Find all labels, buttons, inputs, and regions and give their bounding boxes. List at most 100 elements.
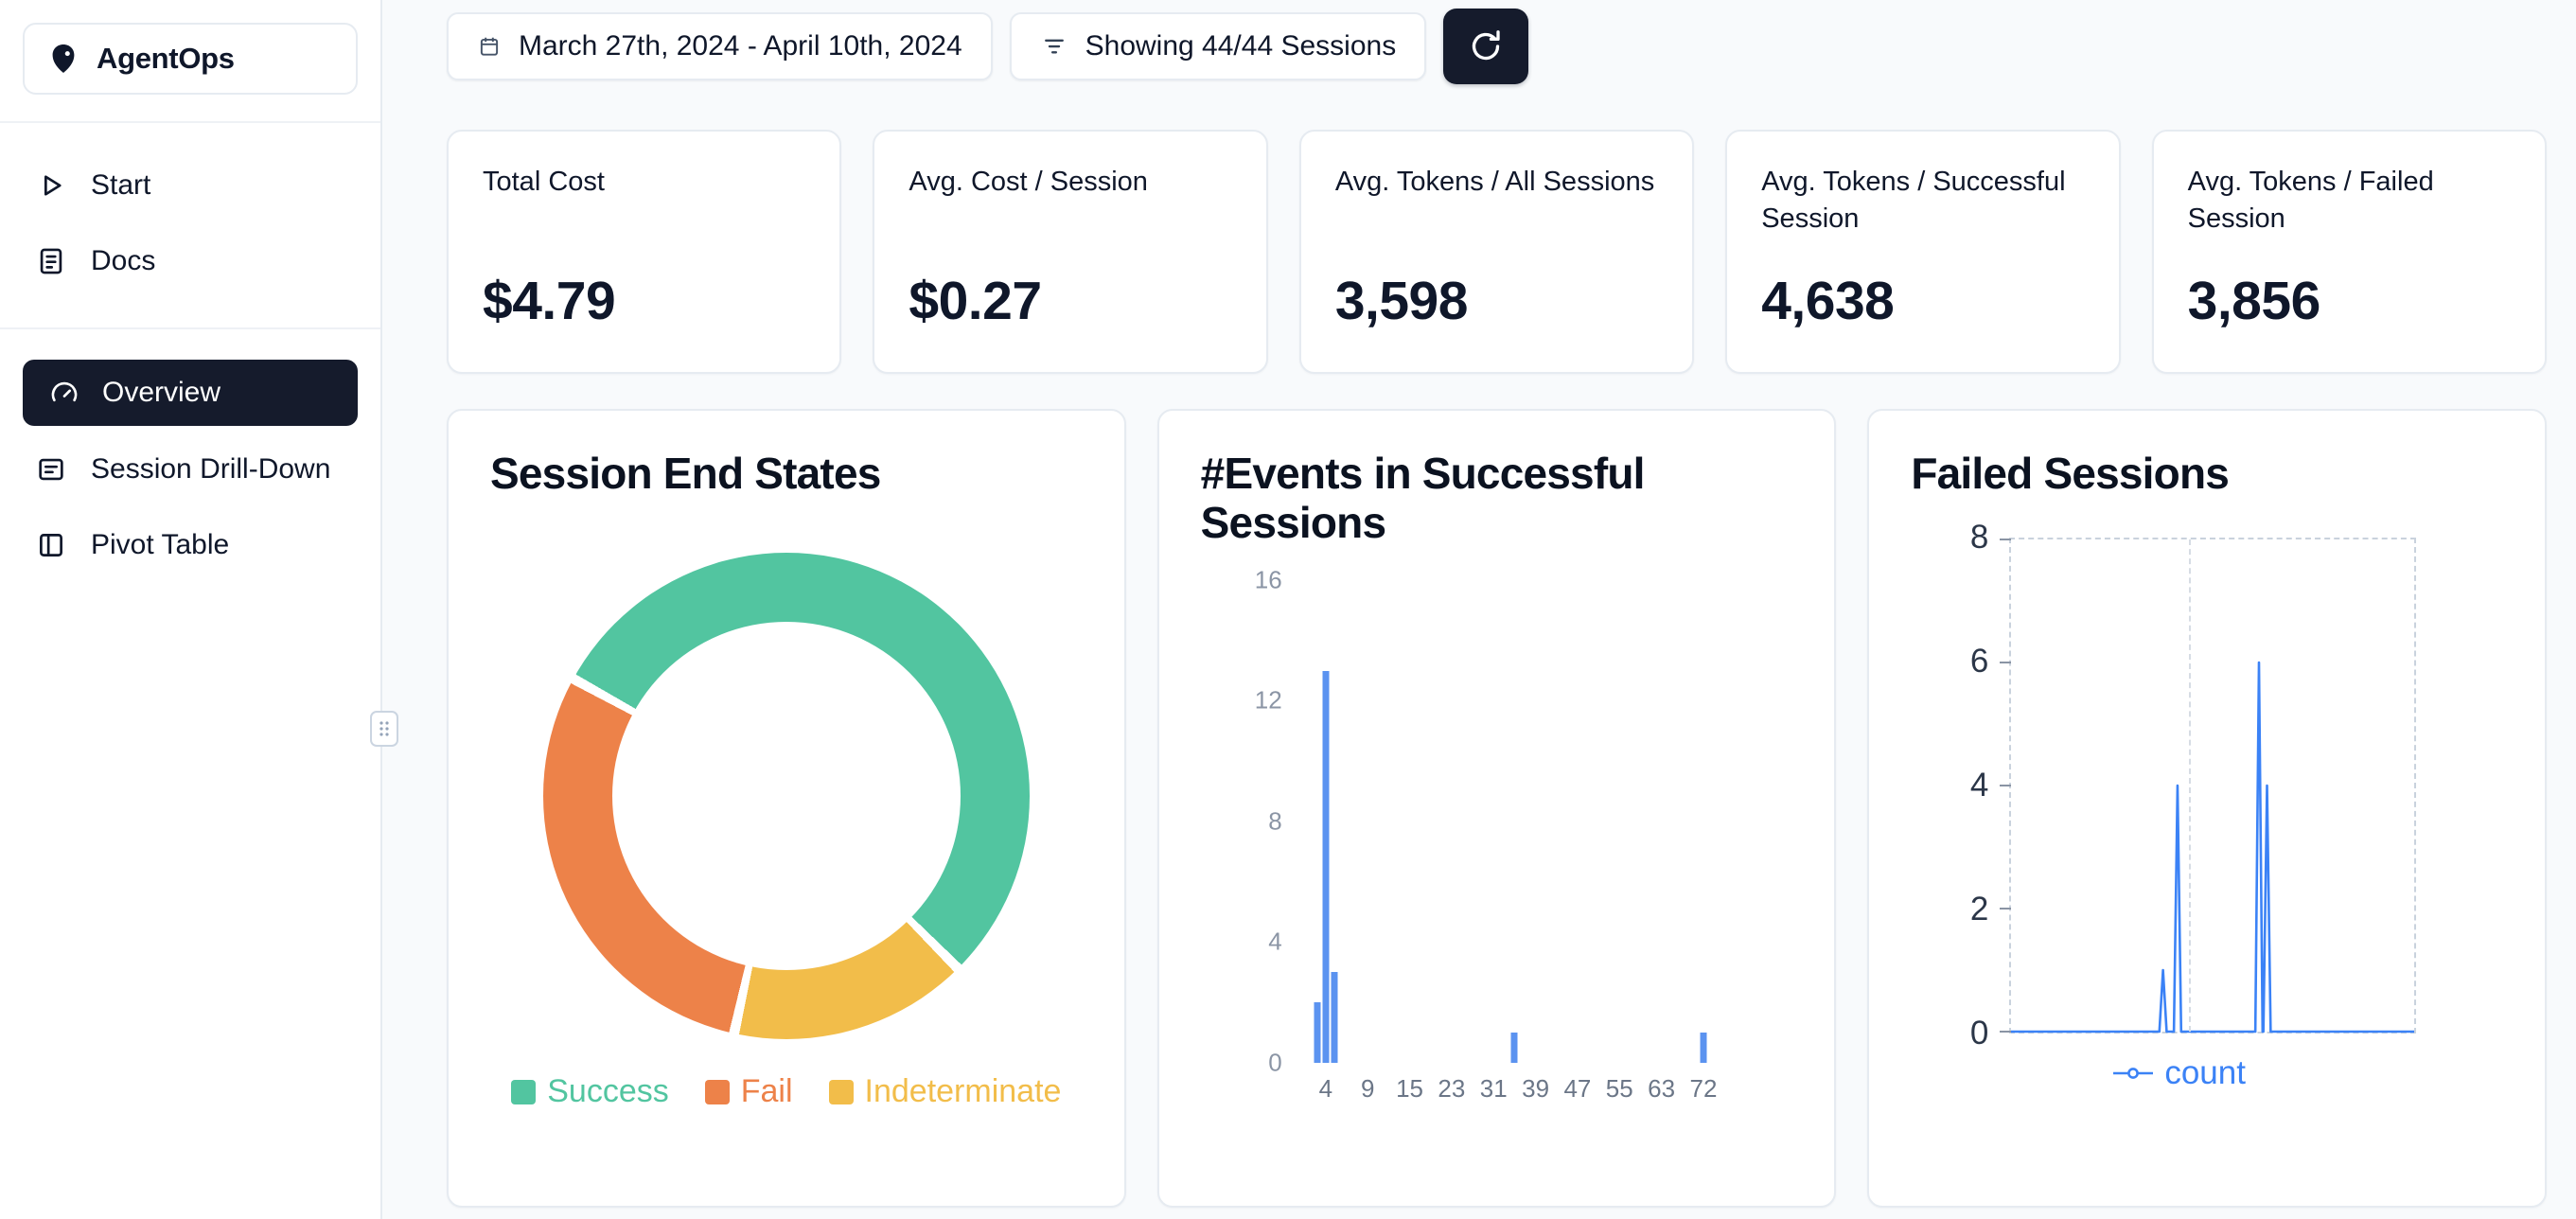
calendar-icon bbox=[477, 34, 502, 59]
y-tick-label: 6 bbox=[1969, 643, 1989, 680]
stat-card-avg-tokens-all: Avg. Tokens / All Sessions 3,598 bbox=[1298, 130, 1695, 374]
pivot-table-icon bbox=[34, 529, 68, 561]
x-tick-label: 55 bbox=[1605, 1073, 1633, 1103]
bar bbox=[1510, 1033, 1518, 1063]
x-tick-label: 4 bbox=[1318, 1073, 1333, 1103]
y-tick-label: 12 bbox=[1254, 685, 1282, 715]
nav-label: Start bbox=[91, 169, 151, 201]
sidebar-item-pivot-table[interactable]: Pivot Table bbox=[0, 507, 380, 583]
date-range-button[interactable]: March 27th, 2024 - April 10th, 2024 bbox=[447, 12, 993, 80]
line-chart-y-axis: 0 2 4 6 8 bbox=[1911, 519, 2009, 1051]
nav-label: Session Drill-Down bbox=[91, 453, 331, 485]
donut-legend-item-success[interactable]: Success bbox=[511, 1073, 669, 1110]
line-chart: 0 2 4 6 8 bbox=[1911, 519, 2503, 1051]
stat-value: $4.79 bbox=[483, 271, 616, 331]
line-legend-marker-icon bbox=[2113, 1067, 2154, 1080]
nav-label: Pivot Table bbox=[91, 529, 230, 560]
x-tick-label: 31 bbox=[1479, 1073, 1508, 1103]
sidebar-item-start[interactable]: Start bbox=[0, 148, 380, 223]
line-chart-plot[interactable] bbox=[2000, 538, 2417, 1034]
sidebar-top-nav: Start Docs bbox=[0, 123, 380, 301]
y-tick-label: 16 bbox=[1254, 565, 1282, 594]
chart-title: Failed Sessions bbox=[1911, 449, 2230, 498]
legend-label: Indeterminate bbox=[864, 1073, 1062, 1110]
x-tick-label: 23 bbox=[1438, 1073, 1466, 1103]
sidebar-resize-handle[interactable] bbox=[370, 711, 398, 747]
session-end-states-card: Session End States Success Fail Indetermin… bbox=[447, 409, 1126, 1208]
legend-swatch-icon bbox=[704, 1079, 730, 1104]
topbar: March 27th, 2024 - April 10th, 2024 Show… bbox=[447, 9, 2547, 84]
y-tick-label: 4 bbox=[1268, 927, 1282, 956]
y-tick-label: 0 bbox=[1268, 1048, 1282, 1077]
stat-card-avg-tokens-successful: Avg. Tokens / Successful Session 4,638 bbox=[1725, 130, 2121, 374]
bar-chart-plot[interactable] bbox=[1305, 580, 1793, 1063]
sidebar-main-nav: Overview Session Drill-Down Pivot Table bbox=[0, 329, 380, 585]
sessions-filter-label: Showing 44/44 Sessions bbox=[1085, 30, 1397, 62]
y-tick-mark bbox=[2000, 908, 2012, 910]
agentops-logo-icon bbox=[45, 41, 81, 77]
y-tick-mark bbox=[2000, 539, 2012, 541]
app-title: AgentOps bbox=[97, 42, 235, 75]
bar-chart-x-axis: 4 9 15 23 31 39 47 55 63 72 bbox=[1305, 1074, 1793, 1116]
donut-legend-item-indeterminate[interactable]: Indeterminate bbox=[828, 1073, 1062, 1110]
y-tick-mark bbox=[2000, 1031, 2012, 1034]
logo-box[interactable]: AgentOps bbox=[23, 23, 358, 95]
donut-legend-item-fail[interactable]: Fail bbox=[704, 1073, 793, 1110]
y-tick-mark bbox=[2000, 662, 2012, 664]
session-list-icon bbox=[34, 453, 68, 486]
stat-label: Avg. Tokens / Successful Session bbox=[1761, 167, 2066, 235]
stat-card-avg-tokens-failed: Avg. Tokens / Failed Session 3,856 bbox=[2151, 130, 2548, 374]
sidebar-item-docs[interactable]: Docs bbox=[0, 223, 380, 299]
drag-dots-icon bbox=[378, 719, 391, 738]
line-chart-legend[interactable]: count bbox=[2113, 1054, 2246, 1092]
x-tick-label: 47 bbox=[1563, 1073, 1592, 1103]
x-tick-label: 63 bbox=[1648, 1073, 1676, 1103]
y-tick-label: 4 bbox=[1969, 767, 1989, 804]
stat-value: $0.27 bbox=[909, 271, 1042, 331]
legend-label: Fail bbox=[740, 1073, 793, 1110]
stat-value: 3,598 bbox=[1334, 271, 1469, 331]
y-tick-label: 0 bbox=[1969, 1015, 1989, 1052]
legend-swatch-icon bbox=[511, 1079, 537, 1104]
bar-chart-main: 4 9 15 23 31 39 47 55 63 72 bbox=[1305, 580, 1793, 1116]
events-histogram-card: #Events in Successful Sessions 0 4 8 12 16 4… bbox=[1156, 409, 1837, 1208]
sidebar-divider bbox=[0, 327, 380, 329]
chart-title: Session End States bbox=[490, 449, 881, 498]
sidebar-divider bbox=[0, 121, 380, 123]
bar-chart-y-axis: 0 4 8 12 16 bbox=[1201, 565, 1305, 1076]
bar-chart: 0 4 8 12 16 4 9 15 23 31 39 47 55 63 72 bbox=[1201, 565, 1793, 1116]
gauge-icon bbox=[47, 377, 81, 409]
stats-row: Total Cost $4.79 Avg. Cost / Session $0.… bbox=[447, 130, 2548, 374]
failed-sessions-card: Failed Sessions 0 2 4 6 8 count bbox=[1867, 409, 2548, 1208]
y-tick-mark bbox=[2000, 785, 2012, 787]
line-chart-svg bbox=[2011, 539, 2414, 1032]
stat-card-total-cost: Total Cost $4.79 bbox=[447, 130, 842, 374]
stat-label: Avg. Cost / Session bbox=[909, 167, 1148, 197]
sidebar-item-session-drill-down[interactable]: Session Drill-Down bbox=[0, 432, 380, 507]
line-legend-label: count bbox=[2164, 1054, 2246, 1092]
legend-swatch-icon bbox=[828, 1079, 854, 1104]
y-tick-label: 8 bbox=[1268, 806, 1282, 836]
legend-label: Success bbox=[547, 1073, 669, 1110]
bar bbox=[1700, 1033, 1707, 1063]
x-tick-label: 72 bbox=[1689, 1073, 1718, 1103]
x-tick-label: 15 bbox=[1396, 1073, 1423, 1103]
bar bbox=[1314, 1002, 1321, 1063]
x-tick-label: 39 bbox=[1522, 1073, 1550, 1103]
gridline bbox=[2188, 539, 2191, 1033]
bar-chart-bars bbox=[1305, 580, 1724, 1063]
donut-chart[interactable] bbox=[542, 553, 1030, 1040]
y-tick-label: 2 bbox=[1969, 891, 1989, 928]
refresh-button[interactable] bbox=[1443, 9, 1529, 84]
bar-chart-x-labels: 4 9 15 23 31 39 47 55 63 72 bbox=[1305, 1074, 1724, 1116]
sidebar-item-overview[interactable]: Overview bbox=[23, 360, 358, 426]
filter-icon bbox=[1040, 32, 1068, 61]
stat-card-avg-cost-session: Avg. Cost / Session $0.27 bbox=[873, 130, 1268, 374]
stat-value: 4,638 bbox=[1761, 271, 1895, 331]
y-tick-label: 8 bbox=[1969, 519, 1989, 556]
refresh-icon bbox=[1467, 27, 1505, 65]
sessions-filter-button[interactable]: Showing 44/44 Sessions bbox=[1009, 12, 1427, 80]
stat-value: 3,856 bbox=[2187, 271, 2321, 331]
chart-title: #Events in Successful Sessions bbox=[1200, 449, 1646, 548]
